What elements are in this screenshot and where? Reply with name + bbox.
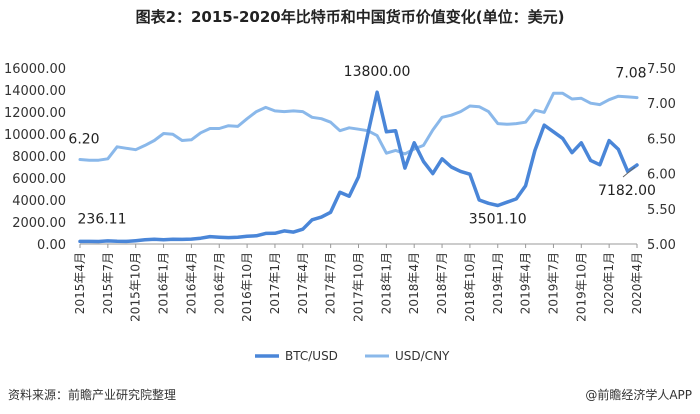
annotation-leader xyxy=(622,166,636,178)
data-label: 3501.10 xyxy=(469,211,527,227)
left-y-tick-label: 6000.00 xyxy=(12,172,66,187)
btc-usd-line xyxy=(78,90,639,244)
x-tick-label: 2016年1月 xyxy=(157,252,171,314)
left-y-tick-label: 16000.00 xyxy=(4,62,66,77)
data-label: 7182.00 xyxy=(598,183,656,199)
legend-label-cny: USD/CNY xyxy=(395,349,450,363)
x-tick-label: 2018年1月 xyxy=(379,252,393,314)
x-tick-label: 2018年10月 xyxy=(463,252,477,322)
chart-title: 图表2：2015-2020年比特币和中国货币价值变化(单位：美元) xyxy=(135,8,565,26)
x-tick-label: 2017年10月 xyxy=(352,252,366,322)
data-label: 13800.00 xyxy=(344,64,411,80)
right-y-tick-label: 6.00 xyxy=(647,168,676,183)
brand-credit: @前瞻经济学人APP xyxy=(585,388,692,402)
left-y-tick-label: 0.00 xyxy=(37,238,66,253)
left-y-axis: 0.00 2000.00 4000.00 6000.00 8000.00 10000.00… xyxy=(4,62,66,253)
series-layer xyxy=(78,90,639,244)
right-y-axis: 5.00 5.50 6.00 6.50 7.00 7.50 xyxy=(647,62,676,253)
x-tick-label: 2020年4月 xyxy=(630,252,644,314)
left-y-tick-label: 8000.00 xyxy=(12,150,66,165)
x-tick-label: 2019年10月 xyxy=(574,252,588,322)
left-y-tick-label: 14000.00 xyxy=(4,84,66,99)
left-y-tick-label: 2000.00 xyxy=(12,216,66,231)
source-note: 资料来源：前瞻产业研究院整理 xyxy=(8,388,177,402)
x-tick-label: 2015年10月 xyxy=(129,252,143,322)
x-tick-label: 2019年7月 xyxy=(546,252,560,314)
x-tick-label: 2019年1月 xyxy=(491,252,505,314)
x-tick-label: 2019年4月 xyxy=(519,252,533,314)
x-tick-label: 2016年7月 xyxy=(212,252,226,314)
x-tick-label: 2018年4月 xyxy=(407,252,421,314)
x-tick-label: 2015年7月 xyxy=(101,252,115,314)
x-tick-label: 2020年1月 xyxy=(602,252,616,314)
legend-label-btc: BTC/USD xyxy=(285,349,338,363)
x-axis: 2015年4月 2015年7月 2015年10月 2016年1月 2016年4月 2016… xyxy=(73,243,644,322)
annotation-layer: 236.11 13800.00 3501.10 7182.00 6.20 7.08 xyxy=(68,64,656,227)
x-tick-label: 2018年7月 xyxy=(435,252,449,314)
right-y-tick-label: 7.50 xyxy=(647,62,676,77)
x-tick-label: 2016年4月 xyxy=(184,252,198,314)
x-tick-label: 2016年10月 xyxy=(240,252,254,322)
right-y-tick-label: 5.50 xyxy=(647,203,676,218)
x-tick-label: 2017年1月 xyxy=(268,252,282,314)
right-y-tick-label: 7.00 xyxy=(647,97,676,112)
x-tick-label: 2015年4月 xyxy=(73,252,87,314)
legend: BTC/USD USD/CNY xyxy=(255,349,450,363)
data-label: 7.08 xyxy=(615,66,646,82)
left-y-tick-label: 4000.00 xyxy=(12,194,66,209)
right-y-tick-label: 5.00 xyxy=(647,238,676,253)
data-label: 236.11 xyxy=(78,211,127,227)
usd-cny-line xyxy=(78,91,639,162)
x-tick-label: 2017年7月 xyxy=(324,252,338,314)
x-tick-label: 2017年4月 xyxy=(296,252,310,314)
right-y-tick-label: 6.50 xyxy=(647,132,676,147)
data-label: 6.20 xyxy=(68,132,99,148)
left-y-tick-label: 12000.00 xyxy=(4,106,66,121)
left-y-tick-label: 10000.00 xyxy=(4,128,66,143)
